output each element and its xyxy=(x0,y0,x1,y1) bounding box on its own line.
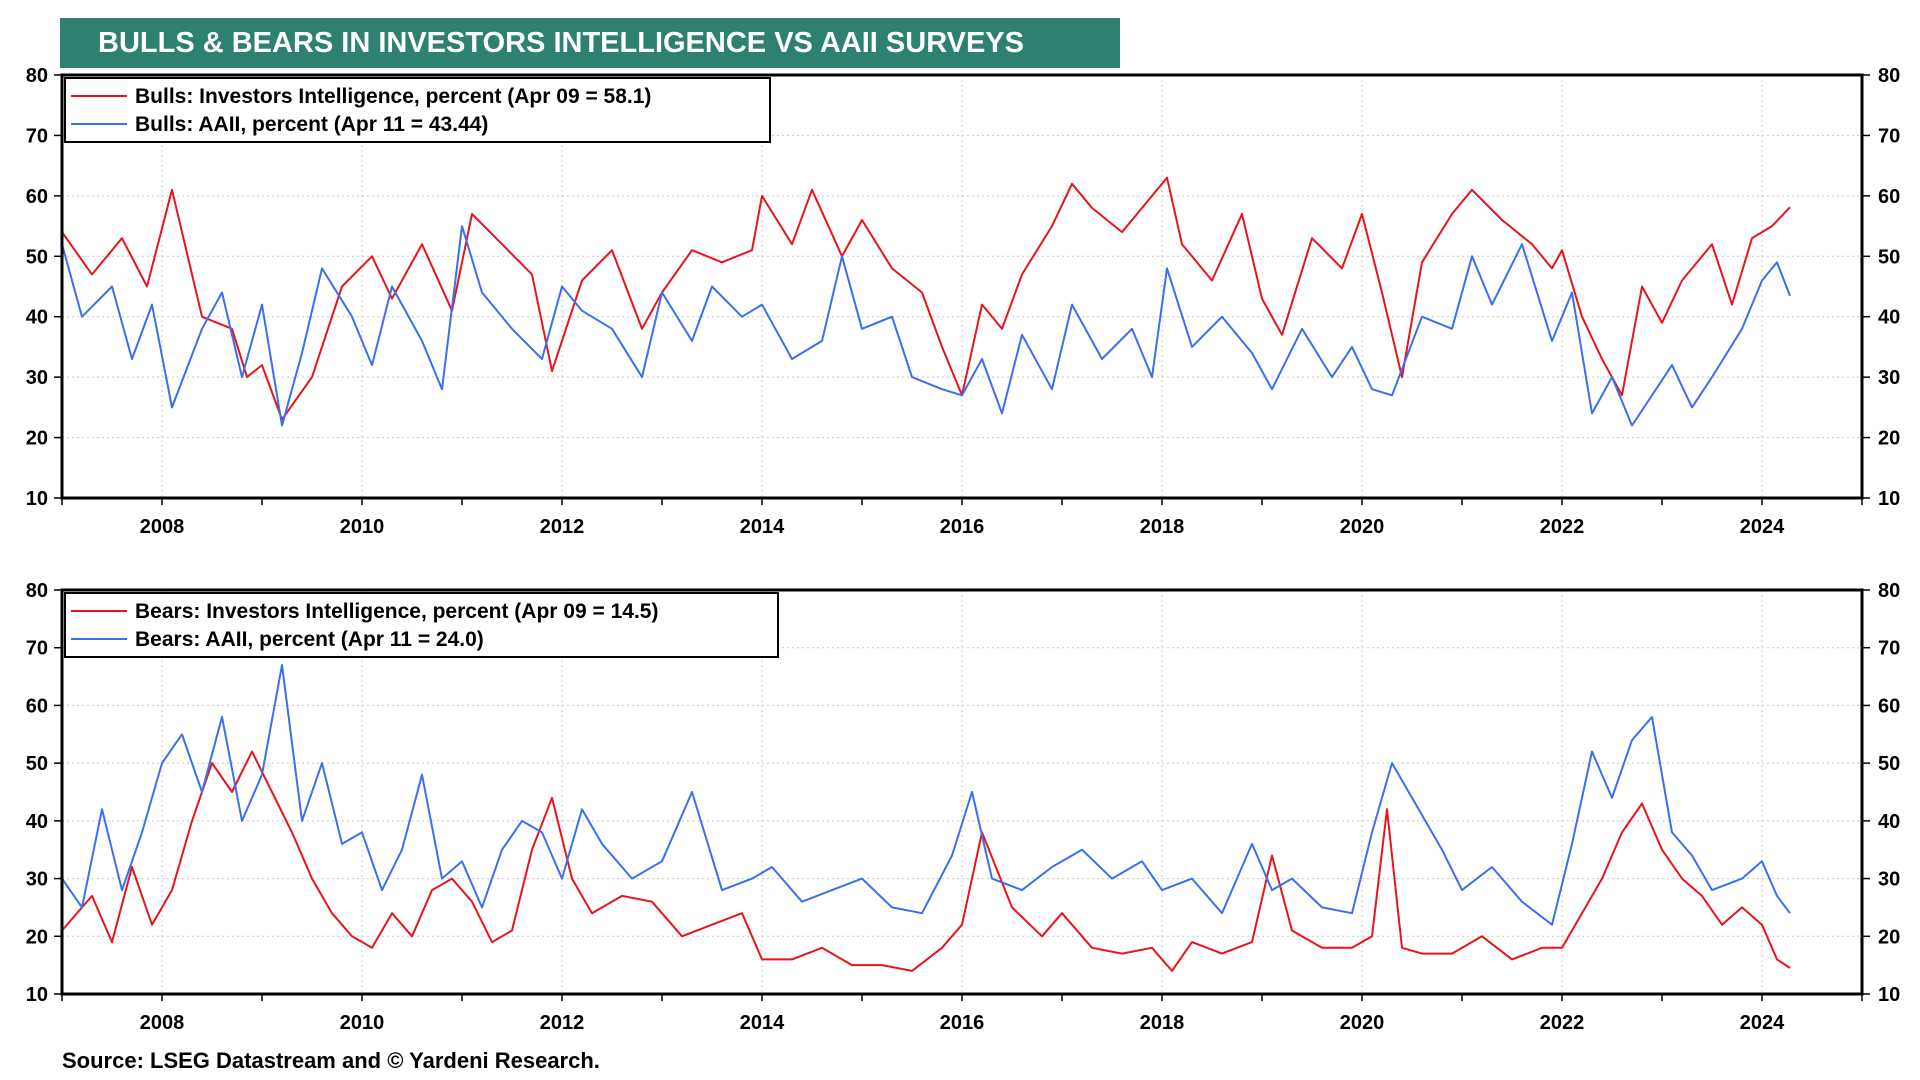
y-tick-label-right: 40 xyxy=(1878,811,1900,833)
legend-label: Bears: Investors Intelligence, percent (… xyxy=(135,600,658,623)
legend-label: Bulls: Investors Intelligence, percent (… xyxy=(135,85,651,108)
ii-series-line xyxy=(61,750,1791,972)
x-tick-label: 2014 xyxy=(740,1012,785,1034)
aaii-series-line xyxy=(61,225,1791,427)
x-tick-label: 2012 xyxy=(540,516,585,538)
y-tick-label-left: 30 xyxy=(26,869,48,891)
x-tick-label: 2020 xyxy=(1340,1012,1385,1034)
y-tick-label-left: 50 xyxy=(26,753,48,775)
x-tick-label: 2022 xyxy=(1540,1012,1585,1034)
y-tick-label-left: 10 xyxy=(26,488,48,510)
legend-box xyxy=(64,77,771,143)
y-tick-label-left: 10 xyxy=(26,984,48,1006)
x-tick-label: 2018 xyxy=(1140,1012,1185,1034)
y-tick-label-left: 70 xyxy=(26,638,48,660)
y-tick-label-right: 40 xyxy=(1878,307,1900,329)
x-tick-label: 2024 xyxy=(1740,1012,1785,1034)
y-tick-label-right: 60 xyxy=(1878,695,1900,717)
y-tick-label-right: 80 xyxy=(1878,65,1900,87)
x-tick-label: 2012 xyxy=(540,1012,585,1034)
chart-title-banner: BULLS & BEARS IN INVESTORS INTELLIGENCE … xyxy=(60,18,1120,68)
y-tick-label-right: 20 xyxy=(1878,926,1900,948)
y-tick-label-left: 60 xyxy=(26,695,48,717)
x-tick-label: 2016 xyxy=(940,1012,985,1034)
y-tick-label-left: 20 xyxy=(26,926,48,948)
y-tick-label-right: 50 xyxy=(1878,246,1900,268)
y-tick-label-right: 70 xyxy=(1878,638,1900,660)
y-tick-label-left: 20 xyxy=(26,428,48,450)
source-note: Source: LSEG Datastream and © Yardeni Re… xyxy=(62,1048,600,1073)
legend-box xyxy=(64,592,779,658)
y-tick-label-right: 20 xyxy=(1878,428,1900,450)
y-tick-label-left: 30 xyxy=(26,367,48,389)
x-tick-label: 2020 xyxy=(1340,516,1385,538)
legend-label: Bulls: AAII, percent (Apr 11 = 43.44) xyxy=(135,113,488,136)
y-tick-label-left: 60 xyxy=(26,186,48,208)
y-tick-label-right: 10 xyxy=(1878,984,1900,1006)
plot-frame xyxy=(60,73,1864,500)
y-tick-label-left: 40 xyxy=(26,307,48,329)
y-tick-label-right: 80 xyxy=(1878,580,1900,602)
legend-label: Bears: AAII, percent (Apr 11 = 24.0) xyxy=(135,628,484,651)
x-tick-label: 2024 xyxy=(1740,516,1785,538)
y-tick-label-left: 70 xyxy=(26,125,48,147)
x-tick-label: 2014 xyxy=(740,516,785,538)
y-tick-label-right: 30 xyxy=(1878,367,1900,389)
y-tick-label-right: 60 xyxy=(1878,186,1900,208)
plot-frame xyxy=(60,588,1864,996)
y-tick-label-right: 30 xyxy=(1878,869,1900,891)
x-tick-label: 2010 xyxy=(340,1012,385,1034)
y-tick-label-right: 50 xyxy=(1878,753,1900,775)
y-tick-label-left: 80 xyxy=(26,580,48,602)
x-tick-label: 2008 xyxy=(140,1012,185,1034)
y-tick-label-right: 10 xyxy=(1878,488,1900,510)
x-tick-label: 2022 xyxy=(1540,516,1585,538)
aaii-series-line xyxy=(61,664,1791,926)
x-tick-label: 2016 xyxy=(940,516,985,538)
y-tick-label-right: 70 xyxy=(1878,125,1900,147)
x-tick-label: 2010 xyxy=(340,516,385,538)
ii-series-line xyxy=(61,176,1791,421)
x-tick-label: 2018 xyxy=(1140,516,1185,538)
x-tick-label: 2008 xyxy=(140,516,185,538)
y-tick-label-left: 40 xyxy=(26,811,48,833)
y-tick-label-left: 80 xyxy=(26,65,48,87)
y-tick-label-left: 50 xyxy=(26,246,48,268)
